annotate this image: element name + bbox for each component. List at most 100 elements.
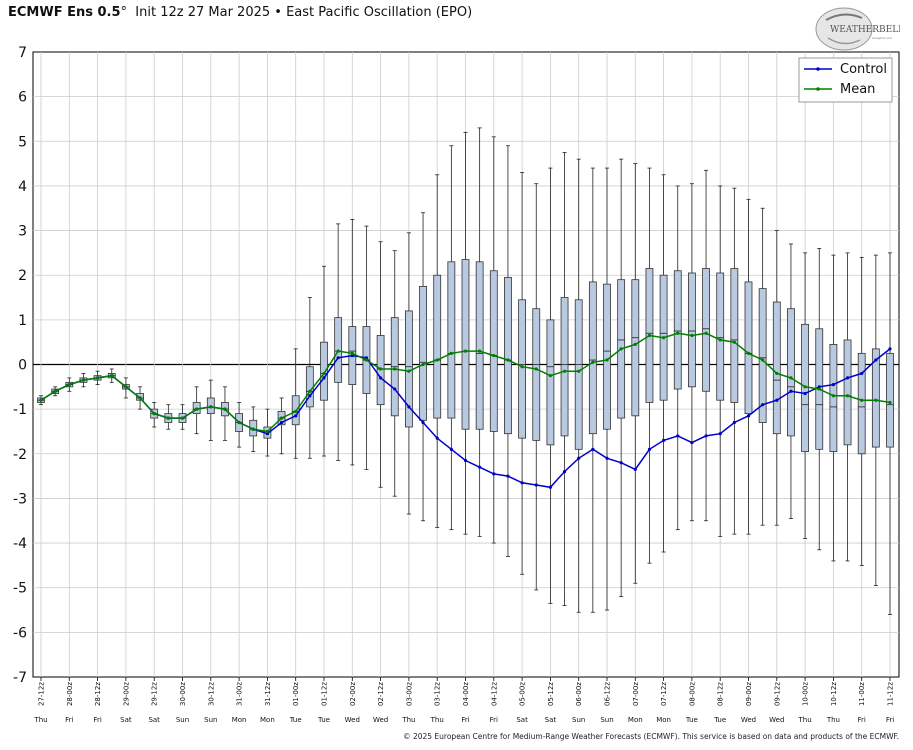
x-day-label: Wed [345,716,360,724]
x-day-label: Mon [260,716,275,724]
iqr-box [871,348,880,448]
control-point [676,434,680,438]
mean-point [704,331,708,335]
control-point [421,420,425,425]
iqr-box [730,268,739,403]
control-point [662,438,666,442]
x-day-label: Sun [600,716,613,724]
x-date-label: 03-00z [405,682,413,706]
x-date-label: 07-12z [660,682,668,706]
x-date-label: 28-00z [66,682,74,706]
mean-point [803,385,807,389]
x-date-label: 11-00z [858,682,866,706]
x-day-label: Thu [33,716,47,724]
control-point [775,398,779,402]
control-point [633,467,637,472]
control-point [845,376,850,380]
iqr-box [886,352,894,448]
control-point [506,474,510,478]
control-point [379,376,383,380]
x-date-label: 31-12z [264,682,272,706]
weatherbell-logo: WEATHERBELL Analytics LLC [815,7,900,51]
x-day-label: Sat [148,716,160,724]
x-day-label: Thu [401,716,415,724]
x-date-label: 10-12z [830,682,838,706]
mean-point [322,371,326,376]
x-day-label: Tue [713,716,726,724]
x-axis: 27-12z Thu 28-00z Fri 28-12z Fri 29-00z Sat 29-1… [33,677,895,724]
iqr-box [546,319,555,446]
mean-point [605,358,609,362]
x-day-label: Fri [461,716,469,724]
iqr-box [320,341,328,401]
control-point [789,389,793,393]
x-day-label: Thu [798,716,812,724]
y-tick-label: -7 [13,670,27,686]
iqr-box [787,308,795,437]
x-day-label: Fri [490,716,498,724]
legend-mean-marker [816,87,820,91]
index-name: East Pacific Oscillation (EPO) [286,5,473,20]
mean-point [761,358,765,362]
x-date-label: 01-12z [321,682,329,706]
mean-point [81,378,86,382]
mean-point [662,336,666,340]
mean-point [308,389,312,393]
y-tick-label: -2 [13,447,27,463]
x-date-label: 05-12z [547,682,555,706]
x-date-label: 30-12z [207,682,215,706]
mean-point [421,362,425,367]
mean-point [166,416,170,420]
init-time: Init 12z 27 Mar 2025 [135,5,271,20]
x-date-label: 11-12z [887,682,895,706]
mean-point [294,409,298,413]
x-date-label: 30-00z [179,682,187,706]
x-day-label: Thu [826,716,840,724]
mean-point [888,400,892,405]
mean-point [364,358,369,362]
control-point [647,447,652,451]
mean-point [223,407,227,411]
mean-point [336,349,340,353]
x-date-label: 29-12z [151,682,159,706]
x-date-label: 31-00z [236,682,244,706]
x-day-label: Tue [685,716,698,724]
x-date-label: 01-00z [292,682,300,706]
iqr-box [447,261,456,419]
x-day-label: Tue [289,716,302,724]
iqr-box [305,366,314,408]
y-tick-label: 5 [18,134,27,150]
mean-point [874,398,878,402]
x-day-label: Fri [93,716,101,724]
x-day-label: Mon [628,716,643,724]
x-day-label: Wed [769,716,784,724]
mean-point [67,382,71,387]
mean-point [718,338,722,342]
iqr-box [489,270,498,432]
mean-point [690,333,694,338]
control-point [619,461,623,465]
mean-point [492,353,496,358]
mean-point [209,405,213,409]
x-date-label: 05-00z [519,682,527,706]
logo-subtext: Analytics LLC [872,36,892,40]
control-point [746,414,751,418]
mean-point [407,369,411,373]
logo-text: WEATHERBELL [830,25,900,35]
control-point [322,376,326,380]
model-name: ECMWF Ens 0.5 [8,5,121,20]
x-date-label: 10-00z [802,682,810,706]
mean-point [520,365,524,369]
x-date-label: 28-12z [94,682,102,706]
degree-sign: ° [120,5,128,20]
y-tick-label: 6 [18,90,27,106]
control-point [520,481,524,485]
iqr-box [461,259,470,430]
y-tick-label: 3 [18,224,27,240]
iqr-box [518,299,526,439]
x-date-label: 27-12z [38,682,46,706]
y-tick-label: -4 [13,536,27,552]
control-point [393,387,397,391]
x-date-label: 09-00z [745,682,753,706]
iqr-box [758,288,767,423]
